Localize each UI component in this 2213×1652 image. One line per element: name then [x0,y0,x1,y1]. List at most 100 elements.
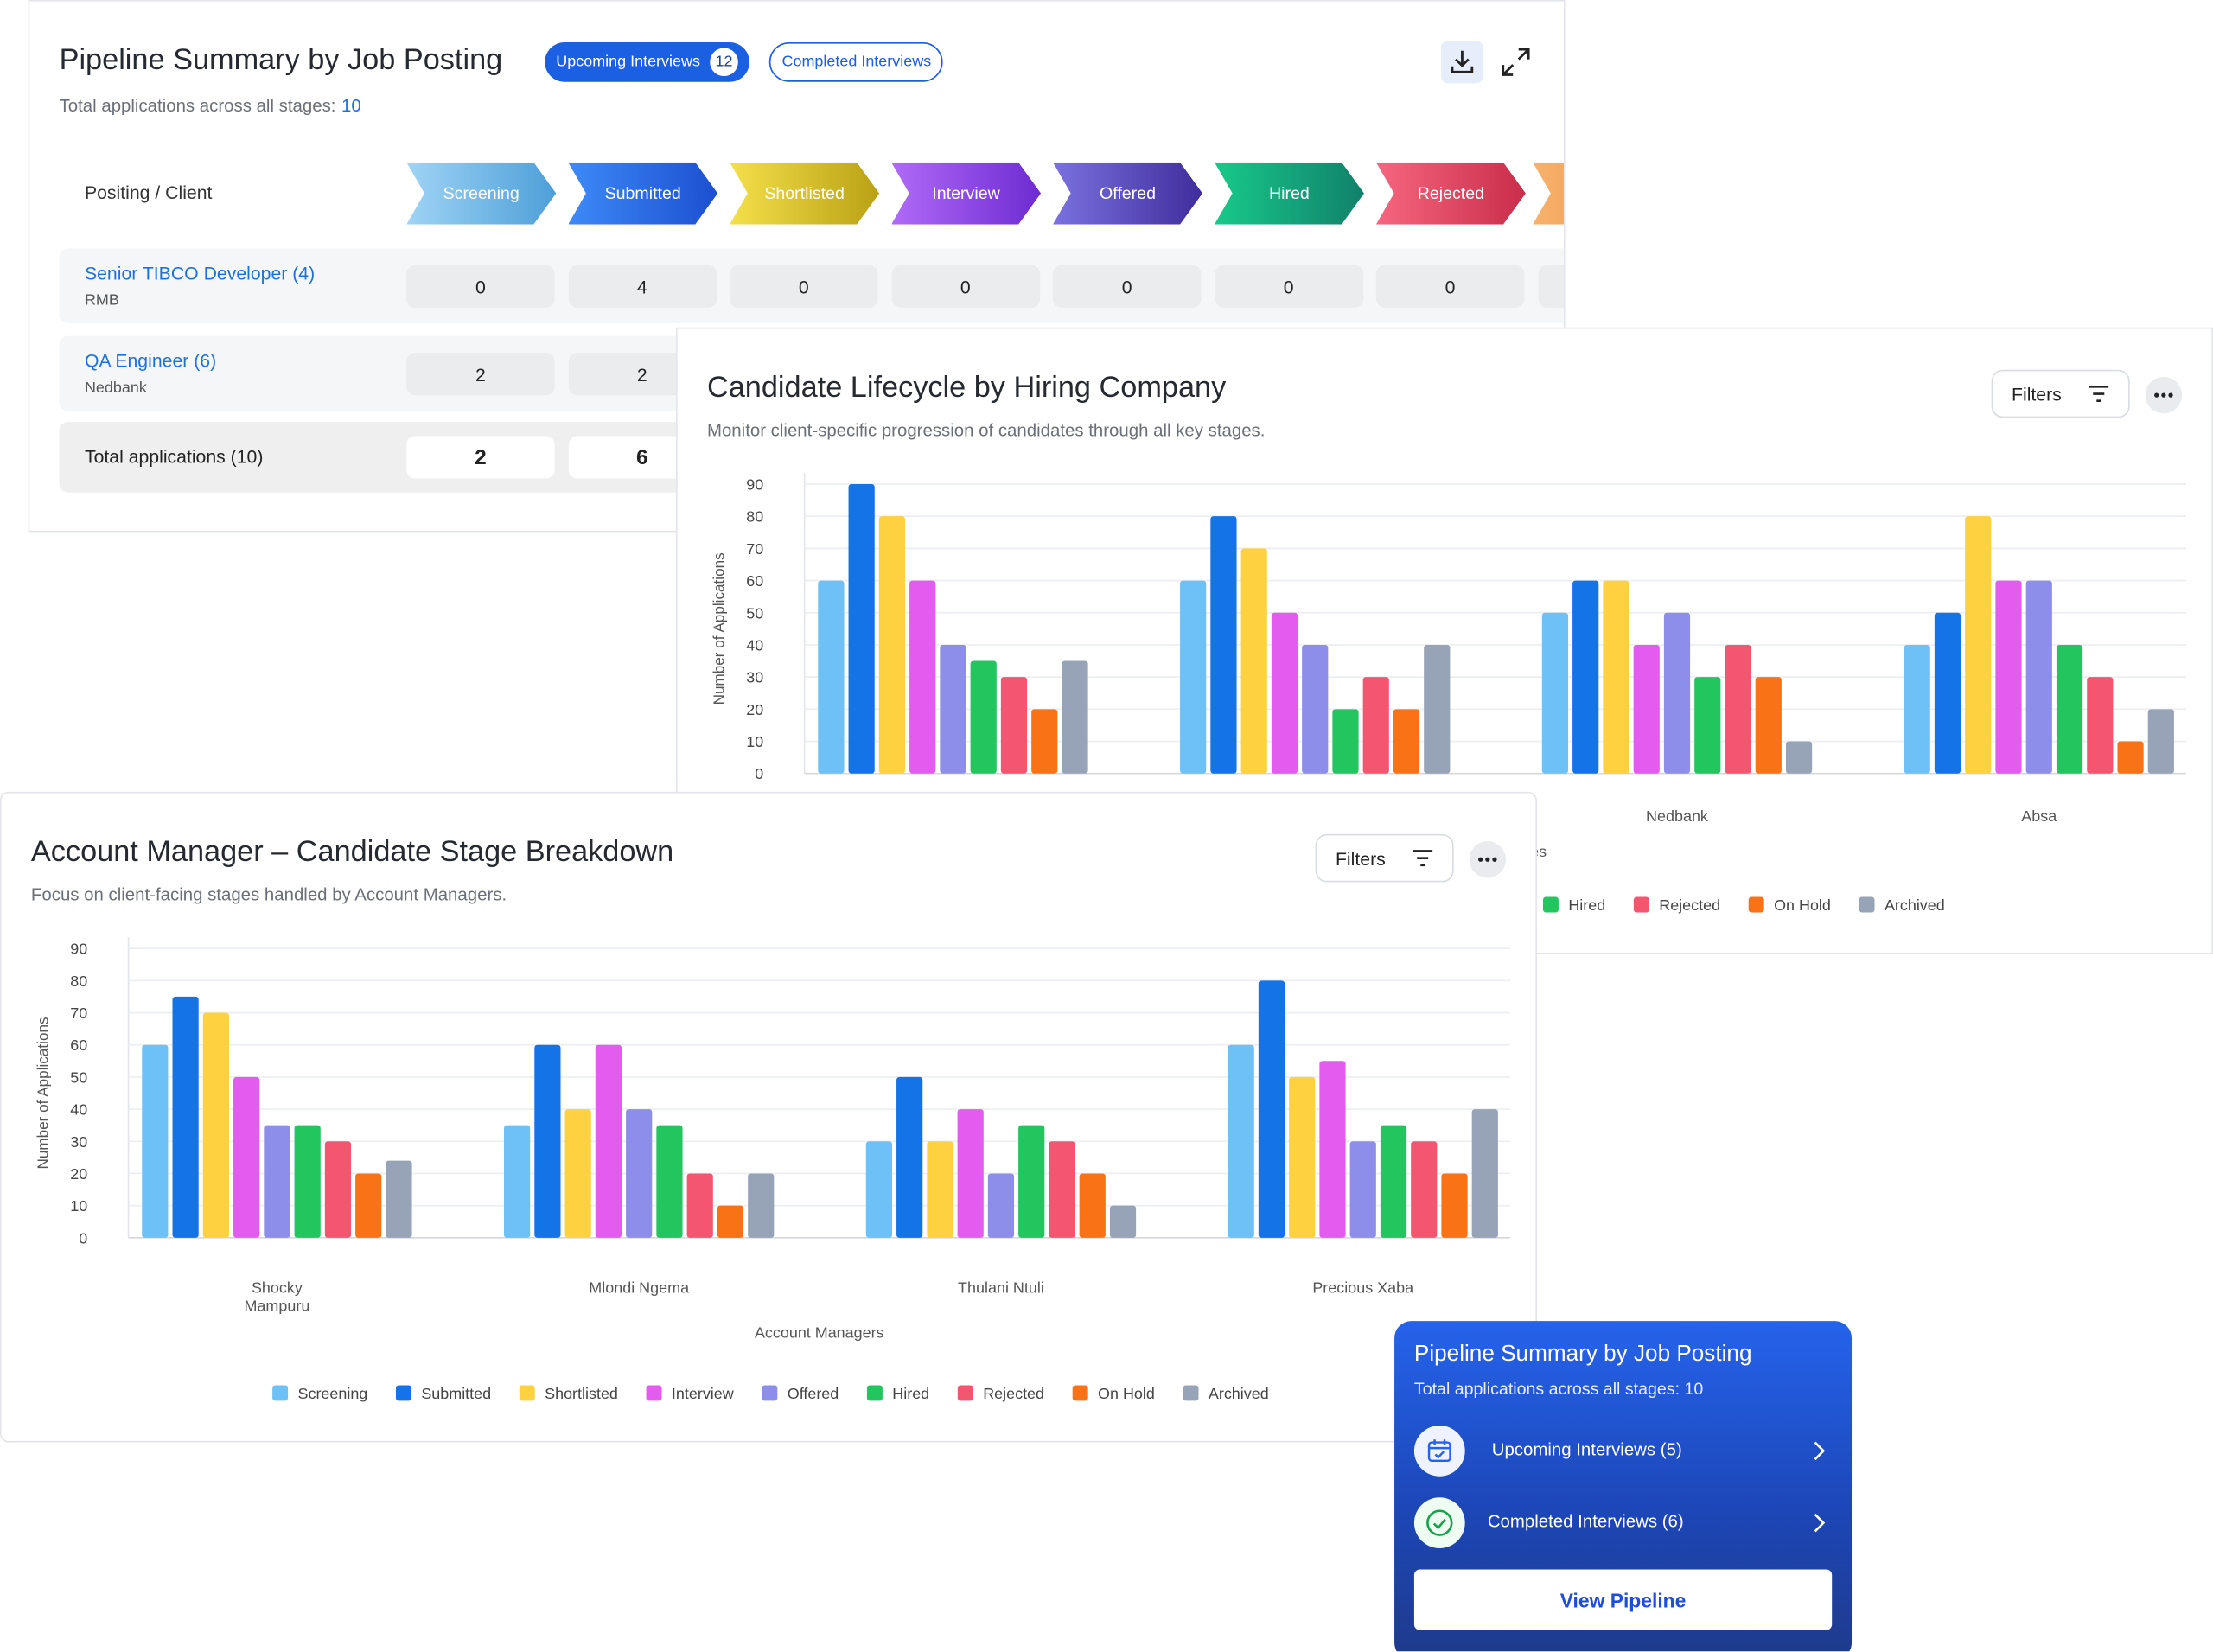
chart-subtitle: Focus on client-facing stages handled by… [30,884,507,905]
bar [1934,612,1961,774]
bar [1995,580,2022,774]
bar [818,580,845,774]
legend-swatch [1072,1385,1088,1401]
legend-swatch [1542,896,1559,913]
more-button[interactable] [2145,376,2183,414]
bar [504,1125,531,1238]
legend-swatch [1633,896,1649,913]
dot [1485,857,1490,862]
more-button[interactable] [1469,841,1507,878]
x-tick-label: Mlondi Ngema [589,1279,690,1298]
bar [1258,980,1285,1238]
filters-button[interactable]: Filters [1315,833,1454,883]
bar [1349,1141,1376,1238]
y-tick-label: 90 [70,941,87,958]
legend-label: Offered [788,1385,839,1402]
download-icon [1451,50,1474,73]
bar [1541,612,1569,774]
legend-item: Offered [762,1385,839,1402]
bar [909,580,936,774]
card-item[interactable]: Completed Interviews (6) [1413,1497,1832,1549]
bar [927,1141,953,1238]
y-tick-label: 40 [746,636,763,654]
bar [896,1076,923,1238]
legend-item: Hired [1542,896,1605,914]
legend-label: Hired [892,1385,929,1402]
bar [1228,1044,1254,1238]
count-cell: 0 [406,265,555,308]
bar [1210,516,1237,774]
view-pipeline-button[interactable]: View Pipeline [1413,1569,1833,1630]
legend-item: Shortlisted [519,1385,618,1402]
stage-arrow: Interview [891,162,1042,225]
bar [1319,1061,1346,1238]
bar [1062,660,1088,774]
bar [534,1044,561,1238]
bar [878,516,906,774]
stage-arrow: Offered [1052,162,1203,225]
chart-title: Account Manager – Candidate Stage Breakd… [30,835,674,869]
dot [2161,392,2166,398]
completed-pill[interactable]: Completed Interviews [768,41,943,82]
bar [686,1173,713,1238]
count-cell: 0 [1052,265,1202,308]
bar [2056,644,2083,774]
bar [1271,612,1298,774]
bar [1380,1125,1407,1238]
bar [2025,580,2052,774]
bar [1633,644,1660,774]
mobile-card: Pipeline Summary by Job Posting Total ap… [1394,1321,1853,1652]
legend-swatch [1183,1385,1199,1401]
stage-arrow: Submitted [568,162,718,225]
bar [294,1125,321,1238]
card-item[interactable]: Upcoming Interviews (5) [1413,1425,1832,1477]
bar [1411,1141,1438,1238]
bar [1603,580,1629,774]
y-tick-label: 20 [70,1165,87,1183]
count-cell: 0 [730,265,878,308]
client-name: RMB [84,291,119,309]
legend-swatch [957,1385,973,1401]
bar [324,1141,352,1238]
y-tick-label: 80 [70,973,87,990]
y-tick-label: 10 [70,1197,87,1215]
panel-subtitle: Total applications across all stages: 10 [60,96,361,116]
bar [172,996,199,1238]
expand-button[interactable] [1497,44,1534,80]
download-button[interactable] [1440,41,1483,84]
total-label: Total applications (10) [84,445,264,468]
count-cell: 0 [1214,265,1363,308]
dot [2168,392,2173,398]
stage-arrow [1533,162,1564,225]
dot [1492,857,1497,862]
pill-label: Completed Interviews [781,54,932,71]
y-tick-label: 50 [746,604,763,622]
legend-label: Rejected [1659,896,1720,914]
filters-label: Filters [2012,383,2062,405]
y-tick-label: 0 [755,765,763,782]
stage-arrow: Screening [406,162,557,225]
client-name: Nedbank [84,380,147,397]
position-link[interactable]: Senior TIBCO Developer (4) [84,262,316,284]
position-link[interactable]: QA Engineer (6) [84,349,217,372]
dot [2154,392,2159,398]
legend-swatch [1748,896,1764,913]
y-tick-label: 70 [746,540,763,558]
bar [626,1109,653,1238]
bar [1393,709,1420,774]
filter-icon [2088,386,2108,402]
x-tick-label: Precious Xaba [1312,1279,1414,1298]
bar [595,1044,622,1238]
filters-button[interactable]: Filters [1991,369,2130,418]
bar [233,1076,260,1238]
legend-item: Screening [272,1385,367,1402]
bar [940,644,966,774]
dot [1478,857,1483,862]
legend-label: Screening [298,1385,368,1402]
pill-badge: 12 [710,48,738,77]
legend-swatch [272,1385,289,1401]
expand-icon [1502,48,1530,76]
upcoming-pill[interactable]: Upcoming Interviews 12 [545,41,749,82]
x-tick-label: Absa [2021,808,2057,826]
legend-label: Archived [1885,896,1945,914]
